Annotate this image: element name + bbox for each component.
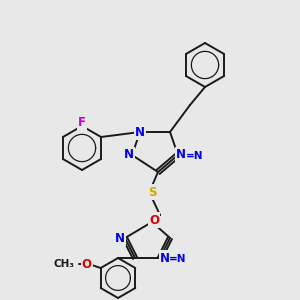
Text: N: N [135, 125, 145, 139]
Text: N: N [124, 148, 134, 161]
Text: S: S [148, 185, 156, 199]
Text: N: N [115, 232, 125, 244]
Text: N: N [176, 148, 186, 161]
Text: CH₃: CH₃ [54, 259, 75, 269]
Text: F: F [78, 116, 86, 130]
Text: N: N [160, 251, 170, 265]
Text: O: O [149, 214, 159, 226]
Text: =N: =N [169, 254, 187, 264]
Text: =N: =N [186, 151, 203, 161]
Text: O: O [82, 257, 92, 271]
